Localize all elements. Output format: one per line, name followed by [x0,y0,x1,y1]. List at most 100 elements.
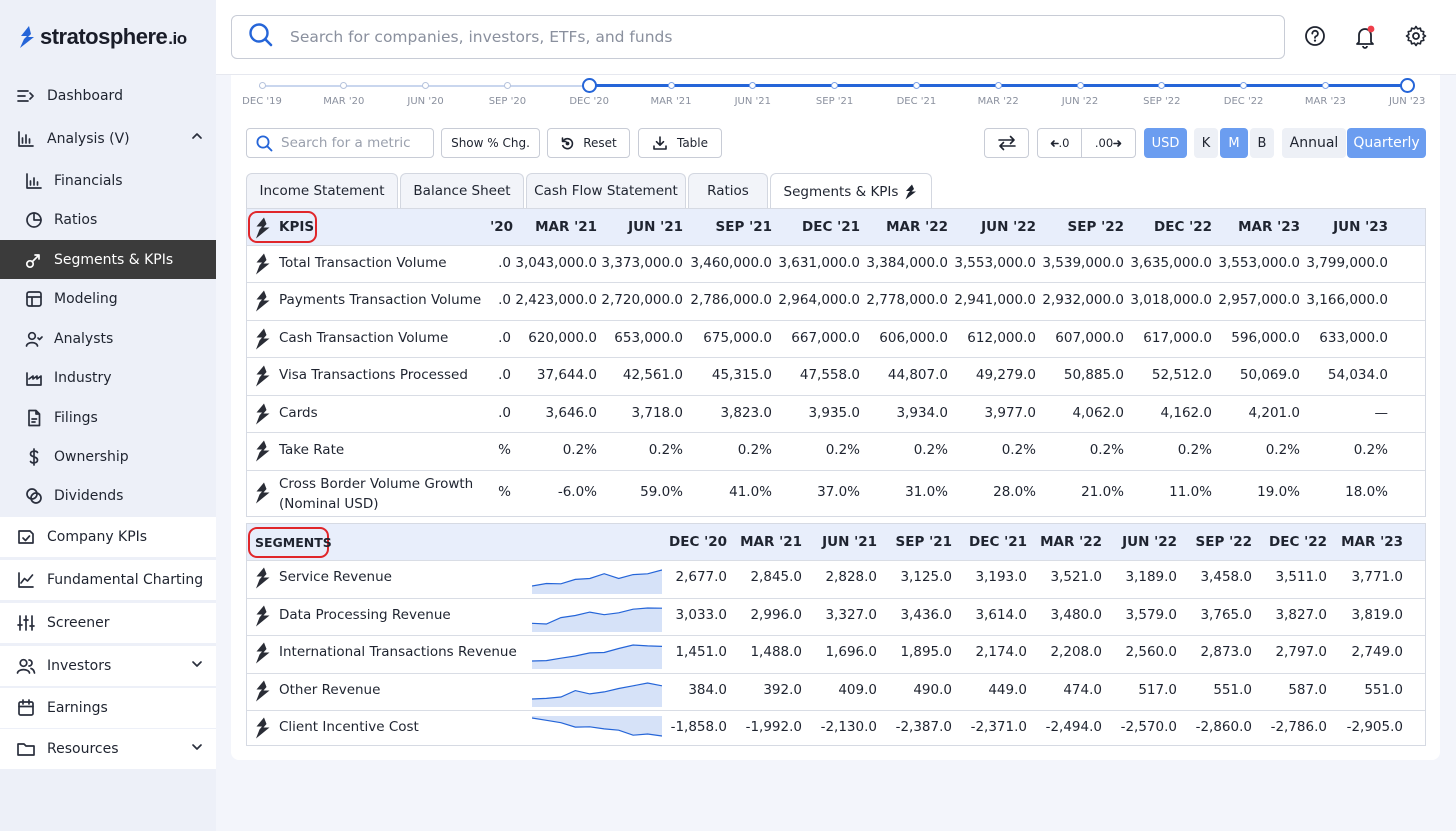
segment-cell: -2,387.0 [895,719,952,735]
timeline-dot[interactable] [1158,82,1166,89]
quarterly-button[interactable]: Quarterly [1347,128,1426,158]
period-timeline[interactable]: DEC '19 MAR '20 JUN '20 SEP '20 DEC '20 MAR '… [242,75,1425,115]
sidebar-item-analysts[interactable]: Analysts [0,319,216,358]
timeline-dot[interactable] [912,82,920,89]
unit-m-label: M [1228,135,1240,151]
row-divider [247,282,1425,283]
sidebar-item-filings[interactable]: Filings [0,398,216,437]
sidebar-item-company-kpis[interactable]: Company KPIs [0,517,216,557]
global-search[interactable] [231,15,1285,59]
segment-row[interactable]: Client Incentive Cost -1,858.0 -1,992.0 -2,… [247,710,1425,747]
logo[interactable]: stratosphere .io [18,24,187,50]
global-search-input[interactable] [290,28,1190,46]
timeline-dot[interactable] [831,82,839,89]
tab-cash-flow[interactable]: Cash Flow Statement [526,173,686,208]
settings-icon[interactable] [1405,25,1427,51]
sidebar-item-dividends[interactable]: Dividends [0,476,216,515]
ratios-icon [24,210,44,230]
sidebar-item-industry[interactable]: Industry [0,358,216,397]
increase-decimals-button[interactable]: .00 [1082,129,1135,157]
kpi-partial-cell: .0 [498,404,511,421]
sidebar-item-resources[interactable]: Resources [0,729,216,769]
timeline-label: DEC '21 [896,96,937,107]
kpi-cell: 3,166,000.0 [1306,292,1388,308]
timeline-dot[interactable] [1240,82,1248,89]
kpi-cell: 3,553,000.0 [954,254,1036,271]
sidebar-item-segments-kpis[interactable]: Segments & KPIs [0,240,216,279]
sidebar-item-label: Analysis (V) [47,131,130,147]
reset-button[interactable]: Reset [547,128,630,158]
kpi-row[interactable]: Payments Transaction Volume .0 2,423,000.0… [247,282,1425,320]
segment-cell: -1,858.0 [670,719,727,735]
annual-button[interactable]: Annual [1282,128,1346,158]
timeline-label: JUN '23 [1388,96,1426,107]
sidebar-item-earnings[interactable]: Earnings [0,688,216,728]
unit-b-button[interactable]: B [1250,128,1274,158]
segment-row-name: International Transactions Revenue [279,644,517,660]
table-button[interactable]: Table [638,128,722,158]
sidebar-item-dashboard[interactable]: Dashboard [0,76,216,116]
kpi-row[interactable]: Visa Transactions Processed .0 37,644.0 42,… [247,357,1425,395]
kpi-row[interactable]: Cross Border Volume Growth (Nominal USD)%… [247,470,1425,516]
timeline-dot[interactable] [503,82,511,89]
swap-axes-button[interactable] [984,128,1029,158]
decrease-decimals-button[interactable]: .0 [1038,129,1082,157]
segment-cell: 2,797.0 [1275,644,1327,660]
chevron-down-icon[interactable] [190,657,204,675]
timeline-dot[interactable] [422,82,430,89]
segments-highlight [248,527,329,558]
kpi-partial-cell: .0 [498,367,511,383]
timeline-dot[interactable] [1321,82,1329,89]
sidebar-item-ownership[interactable]: Ownership [0,437,216,476]
sidebar-item-analysis[interactable]: Analysis (V) [0,119,216,159]
screener-icon [16,613,36,633]
timeline-handle[interactable] [1399,78,1415,93]
metric-search[interactable]: Search for a metric [246,128,434,158]
segment-row[interactable]: International Transactions Revenue 1,451.… [247,635,1425,672]
kpi-row[interactable]: Take Rate% 0.2% 0.2% 0.2% 0.2% 0.2% 0.2% 0.2% 0.… [247,432,1425,470]
sidebar-item-ratios[interactable]: Ratios [0,200,216,239]
notifications-icon[interactable] [1354,25,1376,53]
tab-income-statement[interactable]: Income Statement [246,173,398,208]
sidebar-item-fundamental-charting[interactable]: Fundamental Charting [0,560,216,600]
sidebar-item-financials[interactable]: Financials [0,161,216,200]
row-divider [247,672,1425,674]
kpi-row[interactable]: Cash Transaction Volume .0 620,000.0 653,00… [247,320,1425,357]
segment-cell: 449.0 [988,681,1027,698]
segment-cell: 1,696.0 [825,644,877,660]
segment-row[interactable]: Service Revenue 2,677.0 2,845.0 2,828.0 3,12… [247,560,1425,597]
sidebar-item-label: Screener [47,615,110,631]
kpi-row[interactable]: Total Transaction Volume .0 3,043,000.0 3,3… [247,245,1425,282]
timeline-dot[interactable] [994,82,1002,89]
tab-segments-kpis[interactable]: Segments & KPIs [770,173,932,209]
timeline-dot[interactable] [667,82,675,89]
unit-m-button[interactable]: M [1220,128,1248,158]
help-icon[interactable] [1304,25,1326,51]
timeline-dot[interactable] [258,82,266,89]
kpi-row[interactable]: Cards .0 3,646.0 3,718.0 3,823.0 3,935.0 3,934… [247,395,1425,432]
chevron-up-icon[interactable] [190,130,204,148]
unit-k-button[interactable]: K [1194,128,1218,158]
timeline-handle[interactable] [581,78,597,93]
segment-sparkline [532,681,662,707]
tab-ratios-label: Ratios [707,183,749,199]
sidebar-item-screener[interactable]: Screener [0,603,216,643]
annual-label: Annual [1289,135,1339,151]
segment-row[interactable]: Other Revenue 384.0 392.0 409.0 490.0 449.0 47… [247,673,1425,710]
timeline-dot[interactable] [1076,82,1084,89]
segment-cell: 2,996.0 [750,606,802,623]
row-divider [247,320,1425,321]
tab-ratios[interactable]: Ratios [688,173,768,208]
chevron-down-icon[interactable] [190,740,204,758]
tab-balance-sheet[interactable]: Balance Sheet [400,173,524,208]
sidebar-item-investors[interactable]: Investors [0,646,216,686]
kpi-cell: 4,062.0 [1072,404,1124,421]
timeline-label: SEP '21 [815,96,854,107]
currency-usd-button[interactable]: USD [1144,128,1187,158]
sidebar-item-modeling[interactable]: Modeling [0,279,216,318]
segment-row[interactable]: Data Processing Revenue 3,033.0 2,996.0 3,3… [247,598,1425,635]
timeline-dot[interactable] [340,82,348,89]
kpi-cell: 653,000.0 [614,329,683,346]
show-pct-change-button[interactable]: Show % Chg. [441,128,540,158]
timeline-dot[interactable] [749,82,757,89]
